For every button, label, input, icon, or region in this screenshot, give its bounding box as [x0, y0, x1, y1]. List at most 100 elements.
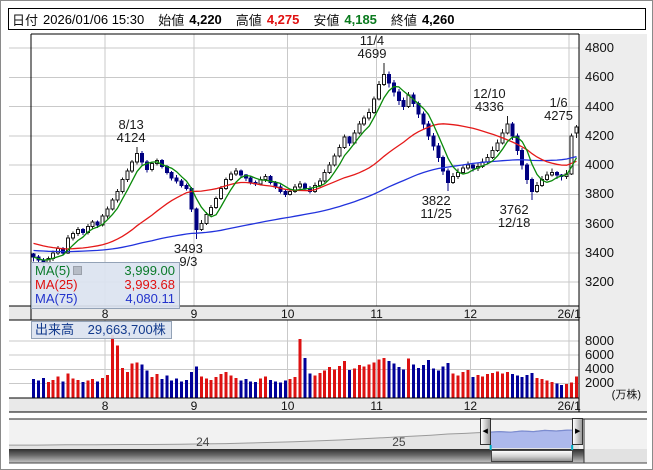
nav-selection[interactable]: [490, 430, 573, 448]
volume-bar: [491, 372, 495, 398]
candle-body: [120, 179, 125, 192]
volume-bar: [525, 374, 529, 398]
volume-bar: [150, 377, 154, 398]
volume-bar: [303, 358, 307, 398]
ma75-legend-row[interactable]: MA(75) 4,080.11: [35, 292, 175, 306]
scrollbar-track[interactable]: [9, 449, 584, 463]
volume-axis-label: 2000: [585, 375, 614, 391]
candle-body: [110, 199, 115, 210]
volume-bar: [412, 364, 416, 398]
candle-body: [31, 253, 36, 258]
candle-body: [293, 186, 298, 192]
volume-bar: [461, 372, 465, 398]
volume-bar: [160, 379, 164, 398]
volume-bar: [308, 373, 312, 398]
volume-bar: [451, 373, 455, 398]
ma5-icon: [73, 266, 83, 275]
candle-body: [569, 135, 574, 175]
volume-bar: [560, 384, 564, 398]
scrollbar-thumb[interactable]: [491, 450, 573, 462]
handle-anchor-tick: [489, 445, 492, 450]
volume-bar: [328, 367, 332, 398]
volume-bar: [417, 367, 421, 398]
high-value: 4,275: [266, 11, 300, 27]
month-label: 10: [281, 399, 295, 413]
candle-body: [268, 176, 273, 184]
volume-bar: [500, 373, 504, 398]
volume-bar: [575, 376, 579, 398]
volume-bar: [71, 378, 75, 398]
volume-bar: [436, 370, 440, 398]
candle-body: [105, 208, 110, 217]
volume-bar: [180, 381, 184, 398]
volume-bar: [466, 370, 470, 398]
price-axis-label: 4400: [585, 98, 614, 114]
volume-bar: [31, 379, 35, 398]
volume-bar: [106, 374, 110, 398]
candle-body: [322, 171, 327, 182]
volume-bar: [239, 380, 243, 398]
candle-body: [381, 73, 386, 86]
candle-body: [347, 136, 352, 144]
candle-body: [169, 171, 174, 179]
volume-bar: [540, 379, 544, 398]
volume-bar: [234, 377, 238, 398]
high-label: 高値: [235, 12, 262, 28]
volume-bar: [387, 360, 391, 398]
volume-bar: [288, 379, 292, 398]
volume-bar: [259, 378, 263, 398]
volume-bar: [101, 377, 105, 398]
volume-bar: [209, 379, 213, 398]
nav-range-right-handle[interactable]: ▶: [572, 418, 584, 445]
volume-bar: [515, 375, 519, 398]
candle-body: [327, 164, 332, 173]
volume-bar: [175, 378, 179, 398]
volume-bar: [298, 338, 302, 398]
volume-bar: [382, 358, 386, 398]
ma5-legend-row[interactable]: MA(5) 3,999.00: [35, 264, 175, 278]
volume-bar: [367, 364, 371, 398]
price-axis-label: 3600: [585, 215, 614, 231]
volume-bar: [570, 382, 574, 398]
volume-bar: [61, 381, 65, 398]
open-value: 4,220: [189, 11, 222, 27]
price-axis-label: 3200: [585, 274, 614, 289]
volume-bar: [66, 373, 70, 398]
candle-body: [549, 171, 554, 176]
low-value: 4,185: [344, 11, 377, 27]
volume-bar: [96, 381, 100, 398]
candle-body: [421, 113, 426, 125]
ma5-name: MA(5): [35, 264, 83, 278]
candle-body: [219, 187, 224, 200]
candle-body: [135, 152, 140, 163]
candle-body: [130, 161, 135, 172]
candle-body: [263, 176, 268, 181]
nav-range-left-handle[interactable]: ◀: [479, 418, 491, 445]
candle-body: [303, 183, 307, 189]
candle-body: [66, 237, 71, 254]
right-arrow-icon: ▶: [574, 428, 581, 435]
volume-bar: [140, 364, 144, 398]
ma25-legend-row[interactable]: MA(25) 3,993.68: [35, 278, 175, 292]
close-label: 終値: [390, 12, 417, 28]
candle-body: [362, 117, 367, 125]
candle-body: [520, 149, 525, 166]
volume-bar: [86, 380, 90, 398]
volume-bar: [476, 374, 480, 398]
candle-body: [312, 184, 317, 192]
volume-bar: [254, 381, 258, 398]
volume-value: 29,663,700株: [87, 322, 166, 337]
candle-body: [401, 100, 406, 108]
annotation: 3822 11/25: [420, 193, 452, 222]
candle-body: [396, 91, 401, 102]
volume-bar: [125, 372, 129, 398]
candle-body: [426, 123, 431, 137]
candle-body: [357, 123, 362, 134]
candle-body: [574, 126, 579, 134]
volume-bar: [362, 366, 366, 398]
candle-body: [332, 155, 337, 166]
volume-bar: [372, 362, 376, 398]
candle-body: [317, 180, 322, 186]
candle-body: [298, 183, 303, 188]
